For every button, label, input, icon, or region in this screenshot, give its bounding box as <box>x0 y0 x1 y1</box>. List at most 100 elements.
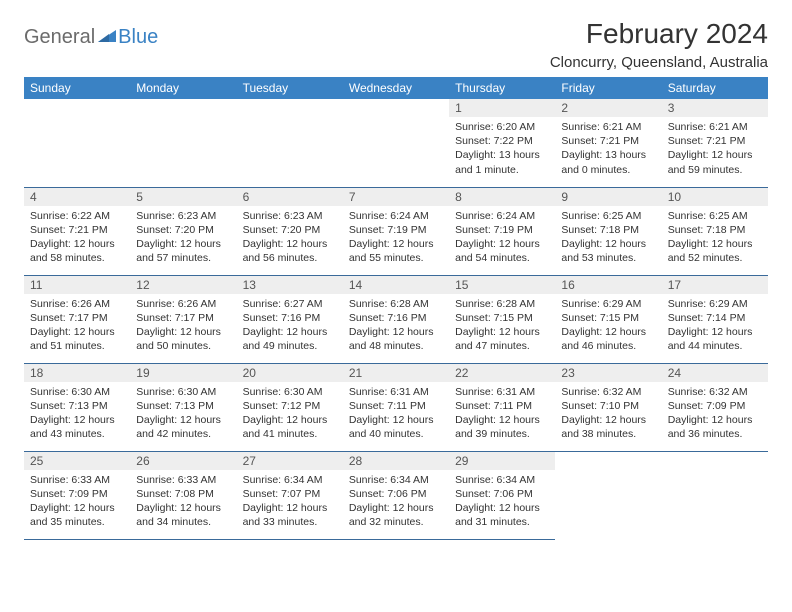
logo: General Blue <box>24 18 158 49</box>
day-header: Tuesday <box>237 77 343 99</box>
calendar-cell: 24Sunrise: 6:32 AMSunset: 7:09 PMDayligh… <box>662 363 768 451</box>
calendar-cell: 14Sunrise: 6:28 AMSunset: 7:16 PMDayligh… <box>343 275 449 363</box>
calendar-cell: 16Sunrise: 6:29 AMSunset: 7:15 PMDayligh… <box>555 275 661 363</box>
day-number: 24 <box>662 364 768 382</box>
day-details: Sunrise: 6:33 AMSunset: 7:08 PMDaylight:… <box>130 470 236 536</box>
calendar-cell: 18Sunrise: 6:30 AMSunset: 7:13 PMDayligh… <box>24 363 130 451</box>
day-header: Thursday <box>449 77 555 99</box>
day-number: 9 <box>555 188 661 206</box>
calendar-cell: 19Sunrise: 6:30 AMSunset: 7:13 PMDayligh… <box>130 363 236 451</box>
day-number: 28 <box>343 452 449 470</box>
calendar-cell-empty <box>555 451 661 539</box>
day-details: Sunrise: 6:27 AMSunset: 7:16 PMDaylight:… <box>237 294 343 360</box>
day-header-row: Sunday Monday Tuesday Wednesday Thursday… <box>24 77 768 99</box>
calendar-cell: 28Sunrise: 6:34 AMSunset: 7:06 PMDayligh… <box>343 451 449 539</box>
calendar-row: 1Sunrise: 6:20 AMSunset: 7:22 PMDaylight… <box>24 99 768 187</box>
day-number: 15 <box>449 276 555 294</box>
calendar-cell-empty <box>343 99 449 187</box>
calendar-row: 18Sunrise: 6:30 AMSunset: 7:13 PMDayligh… <box>24 363 768 451</box>
day-number: 5 <box>130 188 236 206</box>
calendar-cell: 7Sunrise: 6:24 AMSunset: 7:19 PMDaylight… <box>343 187 449 275</box>
day-details: Sunrise: 6:29 AMSunset: 7:15 PMDaylight:… <box>555 294 661 360</box>
day-details: Sunrise: 6:28 AMSunset: 7:15 PMDaylight:… <box>449 294 555 360</box>
day-header: Monday <box>130 77 236 99</box>
month-title: February 2024 <box>550 18 768 50</box>
calendar-cell: 12Sunrise: 6:26 AMSunset: 7:17 PMDayligh… <box>130 275 236 363</box>
day-header: Wednesday <box>343 77 449 99</box>
day-details: Sunrise: 6:30 AMSunset: 7:13 PMDaylight:… <box>24 382 130 448</box>
calendar-row: 4Sunrise: 6:22 AMSunset: 7:21 PMDaylight… <box>24 187 768 275</box>
day-details: Sunrise: 6:28 AMSunset: 7:16 PMDaylight:… <box>343 294 449 360</box>
day-details: Sunrise: 6:20 AMSunset: 7:22 PMDaylight:… <box>449 117 555 183</box>
calendar-cell: 2Sunrise: 6:21 AMSunset: 7:21 PMDaylight… <box>555 99 661 187</box>
day-number: 19 <box>130 364 236 382</box>
day-number: 29 <box>449 452 555 470</box>
day-details: Sunrise: 6:32 AMSunset: 7:10 PMDaylight:… <box>555 382 661 448</box>
calendar-cell: 15Sunrise: 6:28 AMSunset: 7:15 PMDayligh… <box>449 275 555 363</box>
day-header: Sunday <box>24 77 130 99</box>
day-details: Sunrise: 6:31 AMSunset: 7:11 PMDaylight:… <box>343 382 449 448</box>
calendar-cell-empty <box>662 451 768 539</box>
day-number: 2 <box>555 99 661 117</box>
day-details: Sunrise: 6:29 AMSunset: 7:14 PMDaylight:… <box>662 294 768 360</box>
day-number: 22 <box>449 364 555 382</box>
day-number: 4 <box>24 188 130 206</box>
day-details: Sunrise: 6:34 AMSunset: 7:06 PMDaylight:… <box>343 470 449 536</box>
calendar-cell-empty <box>24 99 130 187</box>
day-number: 10 <box>662 188 768 206</box>
calendar-cell: 27Sunrise: 6:34 AMSunset: 7:07 PMDayligh… <box>237 451 343 539</box>
day-number: 27 <box>237 452 343 470</box>
day-details: Sunrise: 6:31 AMSunset: 7:11 PMDaylight:… <box>449 382 555 448</box>
day-details: Sunrise: 6:24 AMSunset: 7:19 PMDaylight:… <box>343 206 449 272</box>
logo-triangle-icon <box>98 28 116 47</box>
day-details: Sunrise: 6:24 AMSunset: 7:19 PMDaylight:… <box>449 206 555 272</box>
calendar-cell: 21Sunrise: 6:31 AMSunset: 7:11 PMDayligh… <box>343 363 449 451</box>
calendar-cell-empty <box>237 99 343 187</box>
day-number: 11 <box>24 276 130 294</box>
day-number: 16 <box>555 276 661 294</box>
calendar-table: Sunday Monday Tuesday Wednesday Thursday… <box>24 77 768 540</box>
calendar-cell: 29Sunrise: 6:34 AMSunset: 7:06 PMDayligh… <box>449 451 555 539</box>
day-number: 18 <box>24 364 130 382</box>
day-details: Sunrise: 6:33 AMSunset: 7:09 PMDaylight:… <box>24 470 130 536</box>
calendar-cell: 5Sunrise: 6:23 AMSunset: 7:20 PMDaylight… <box>130 187 236 275</box>
day-details: Sunrise: 6:21 AMSunset: 7:21 PMDaylight:… <box>555 117 661 183</box>
calendar-cell: 3Sunrise: 6:21 AMSunset: 7:21 PMDaylight… <box>662 99 768 187</box>
calendar-cell: 26Sunrise: 6:33 AMSunset: 7:08 PMDayligh… <box>130 451 236 539</box>
calendar-cell: 13Sunrise: 6:27 AMSunset: 7:16 PMDayligh… <box>237 275 343 363</box>
day-details: Sunrise: 6:34 AMSunset: 7:07 PMDaylight:… <box>237 470 343 536</box>
calendar-row: 25Sunrise: 6:33 AMSunset: 7:09 PMDayligh… <box>24 451 768 539</box>
logo-text-blue: Blue <box>118 26 158 49</box>
day-header: Saturday <box>662 77 768 99</box>
day-number: 1 <box>449 99 555 117</box>
calendar-cell: 6Sunrise: 6:23 AMSunset: 7:20 PMDaylight… <box>237 187 343 275</box>
day-details: Sunrise: 6:23 AMSunset: 7:20 PMDaylight:… <box>130 206 236 272</box>
day-number: 13 <box>237 276 343 294</box>
calendar-cell: 1Sunrise: 6:20 AMSunset: 7:22 PMDaylight… <box>449 99 555 187</box>
location-text: Cloncurry, Queensland, Australia <box>550 54 768 71</box>
calendar-row: 11Sunrise: 6:26 AMSunset: 7:17 PMDayligh… <box>24 275 768 363</box>
calendar-cell: 10Sunrise: 6:25 AMSunset: 7:18 PMDayligh… <box>662 187 768 275</box>
day-details: Sunrise: 6:22 AMSunset: 7:21 PMDaylight:… <box>24 206 130 272</box>
day-number: 14 <box>343 276 449 294</box>
calendar-cell: 9Sunrise: 6:25 AMSunset: 7:18 PMDaylight… <box>555 187 661 275</box>
calendar-cell-empty <box>130 99 236 187</box>
calendar-cell: 23Sunrise: 6:32 AMSunset: 7:10 PMDayligh… <box>555 363 661 451</box>
day-number: 25 <box>24 452 130 470</box>
day-details: Sunrise: 6:26 AMSunset: 7:17 PMDaylight:… <box>24 294 130 360</box>
day-details: Sunrise: 6:26 AMSunset: 7:17 PMDaylight:… <box>130 294 236 360</box>
day-number: 23 <box>555 364 661 382</box>
calendar-cell: 25Sunrise: 6:33 AMSunset: 7:09 PMDayligh… <box>24 451 130 539</box>
day-number: 20 <box>237 364 343 382</box>
calendar-cell: 11Sunrise: 6:26 AMSunset: 7:17 PMDayligh… <box>24 275 130 363</box>
day-details: Sunrise: 6:25 AMSunset: 7:18 PMDaylight:… <box>555 206 661 272</box>
header: General Blue February 2024 Cloncurry, Qu… <box>24 18 768 71</box>
day-details: Sunrise: 6:34 AMSunset: 7:06 PMDaylight:… <box>449 470 555 536</box>
title-block: February 2024 Cloncurry, Queensland, Aus… <box>550 18 768 71</box>
day-details: Sunrise: 6:30 AMSunset: 7:13 PMDaylight:… <box>130 382 236 448</box>
calendar-cell: 8Sunrise: 6:24 AMSunset: 7:19 PMDaylight… <box>449 187 555 275</box>
day-number: 17 <box>662 276 768 294</box>
day-number: 3 <box>662 99 768 117</box>
day-number: 26 <box>130 452 236 470</box>
calendar-cell: 4Sunrise: 6:22 AMSunset: 7:21 PMDaylight… <box>24 187 130 275</box>
